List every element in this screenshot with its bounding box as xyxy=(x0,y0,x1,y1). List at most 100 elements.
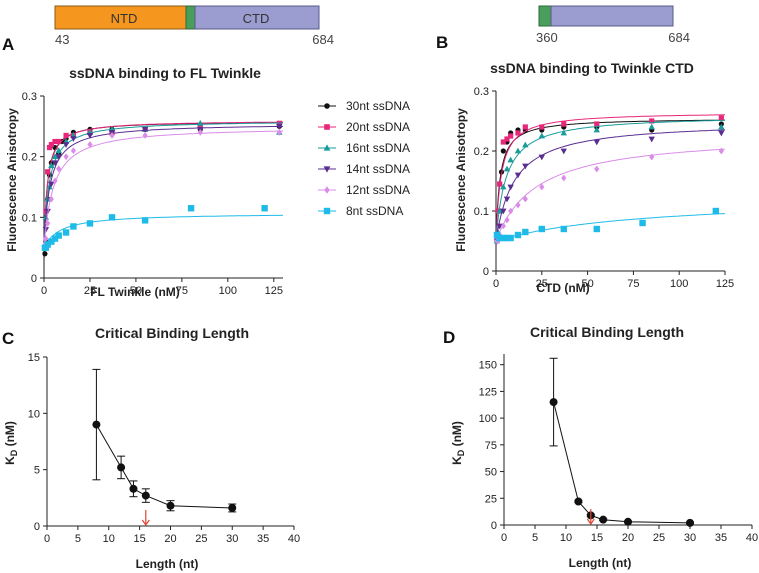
chart-b-data-point xyxy=(560,148,567,155)
chart-a-xtick-label: 125 xyxy=(265,285,283,297)
chart-b-series-8nt-ssdna xyxy=(493,207,726,242)
chart-b-fit-curve xyxy=(495,148,726,242)
chart-d-data-point xyxy=(599,515,608,524)
chart-c-xtick-label: 25 xyxy=(195,533,207,545)
chart-b-data-point xyxy=(522,141,529,148)
linker-domain xyxy=(185,5,196,30)
chart-b-data-point xyxy=(561,121,567,127)
chart-b-data-point xyxy=(593,126,600,133)
chart-a-data-point xyxy=(48,238,55,245)
full-end-residue: 684 xyxy=(312,32,334,47)
chart-b-data-point xyxy=(515,130,521,136)
chart-a-title: ssDNA binding to FL Twinkle xyxy=(69,65,261,81)
chart-b-ytick-label: 0 xyxy=(483,266,489,278)
chart-d-ytick-label: 100 xyxy=(479,413,497,425)
chart-b-ytick-label: 0.1 xyxy=(474,206,489,218)
chart-b-data-point xyxy=(514,147,522,154)
chart-a-data-point xyxy=(87,141,93,148)
chart-a-series-30nt-ssdna xyxy=(42,122,283,260)
chart-a-data-point xyxy=(51,235,59,242)
chart-b-xtick-label: 0 xyxy=(493,278,499,290)
chart-b-xtick-label: 100 xyxy=(670,278,688,290)
chart-b-data-point xyxy=(560,225,567,233)
chart-d-ylabel-rest: (nM) xyxy=(450,421,464,450)
chart-a-data-point xyxy=(63,153,69,161)
chart-a-data-point xyxy=(70,223,77,230)
chart-d-title: Critical Binding Length xyxy=(530,324,684,340)
chart-c-xtick-label: 15 xyxy=(134,533,146,545)
domain-bar-full: NTD CTD 43 684 xyxy=(54,5,334,47)
chart-b-data-point xyxy=(508,133,514,139)
chart-d-ytick-label: 150 xyxy=(479,360,497,372)
chart-c-ylabel-sub: D xyxy=(9,449,19,456)
chart-c-data-point xyxy=(92,420,101,429)
chart-b-ytick-label: 0.2 xyxy=(474,146,489,158)
chart-b-data-point xyxy=(497,181,503,187)
legend-marker xyxy=(323,207,331,215)
chart-c-data-point xyxy=(117,463,126,472)
chart-c-xtick-label: 30 xyxy=(226,533,238,545)
legend-marker xyxy=(324,186,330,194)
chart-b-xtick-label: 50 xyxy=(581,278,593,290)
chart-d-xtick-label: 25 xyxy=(653,532,665,544)
chart-a-data-point xyxy=(109,132,115,139)
chart-c-ytick-label: 5 xyxy=(34,465,40,477)
chart-d-data-point xyxy=(686,518,694,527)
chart-b-data-point xyxy=(649,153,655,161)
chart-a-data-point xyxy=(55,232,62,239)
chart-d-xtick-label: 30 xyxy=(684,532,696,544)
chart-d-xtick-label: 35 xyxy=(715,532,727,544)
chart-c-ylabel-rest: (nM) xyxy=(3,421,17,450)
chart-a-series-12nt-ssdna xyxy=(42,129,284,252)
legend-item-14nt-ssdna: 14nt ssDNA xyxy=(318,162,410,176)
chart-b-data-point xyxy=(538,154,545,161)
chart-b-data-point xyxy=(503,196,511,203)
chart-a-data-point xyxy=(51,153,59,160)
chart-b-fit-curve xyxy=(495,119,726,242)
chart-a-data-point xyxy=(276,123,283,130)
chart-c-connecting-line xyxy=(95,424,233,509)
chart-a-xtick-label: 25 xyxy=(84,285,96,297)
chart-a-xtick-label: 100 xyxy=(219,285,237,297)
panel-label-c: C xyxy=(2,329,14,348)
chart-c-xtick-label: 20 xyxy=(164,533,176,545)
chart-b-data-point xyxy=(507,234,514,242)
chart-a-data-point xyxy=(52,138,58,145)
chart-c-xtick-label: 35 xyxy=(257,533,269,545)
chart-c-ylabel: KD (nM) xyxy=(3,421,19,465)
arrow-head xyxy=(141,519,150,527)
chart-d-ylabel: KD (nM) xyxy=(450,421,466,465)
chart-c-critical-length-arrow xyxy=(141,510,150,527)
chart-b-data-point xyxy=(648,136,655,143)
chart-d-data-point xyxy=(549,398,558,407)
chart-d-ylabel-main: K xyxy=(450,456,464,465)
chart-b-data-point xyxy=(639,219,646,227)
chart-a-data-point xyxy=(48,141,54,148)
chart-a-data-point xyxy=(48,162,55,169)
chart-b-data-point xyxy=(593,139,600,146)
chart-b-data-point xyxy=(514,231,522,239)
chart-d-xtick-label: 5 xyxy=(532,532,538,544)
ctd-label: CTD xyxy=(243,11,270,26)
chart-b-data-point xyxy=(496,207,503,214)
chart-b-data-point xyxy=(515,201,521,209)
chart-a-data-point xyxy=(261,205,268,212)
chart-a-data-point xyxy=(141,217,149,224)
chart-b-series-12nt-ssdna xyxy=(494,147,726,245)
chart-b-fit-curve xyxy=(495,119,726,242)
chart-b-data-point xyxy=(504,136,510,142)
chart-a-data-point xyxy=(187,205,195,212)
legend-marker xyxy=(323,166,331,173)
ntd-label: NTD xyxy=(111,11,138,26)
chart-b-data-point xyxy=(718,147,724,155)
chart-b-data-point xyxy=(508,207,514,215)
chart-c-data-point xyxy=(141,491,150,500)
domain-bar-ctd: 360 684 xyxy=(536,5,690,45)
legend-item-8nt-ssdna: 8nt ssDNA xyxy=(318,204,403,218)
chart-a: 0 25 50 75 100 125 0 0.1 0.2 0.3 xyxy=(22,91,284,297)
chart-a-data-point xyxy=(197,119,204,126)
chart-a-ytick-label: 0.2 xyxy=(22,152,37,164)
chart-b-data-point xyxy=(503,234,511,242)
ctd-domain xyxy=(194,5,320,30)
chart-a-series-16nt-ssdna xyxy=(41,119,283,251)
